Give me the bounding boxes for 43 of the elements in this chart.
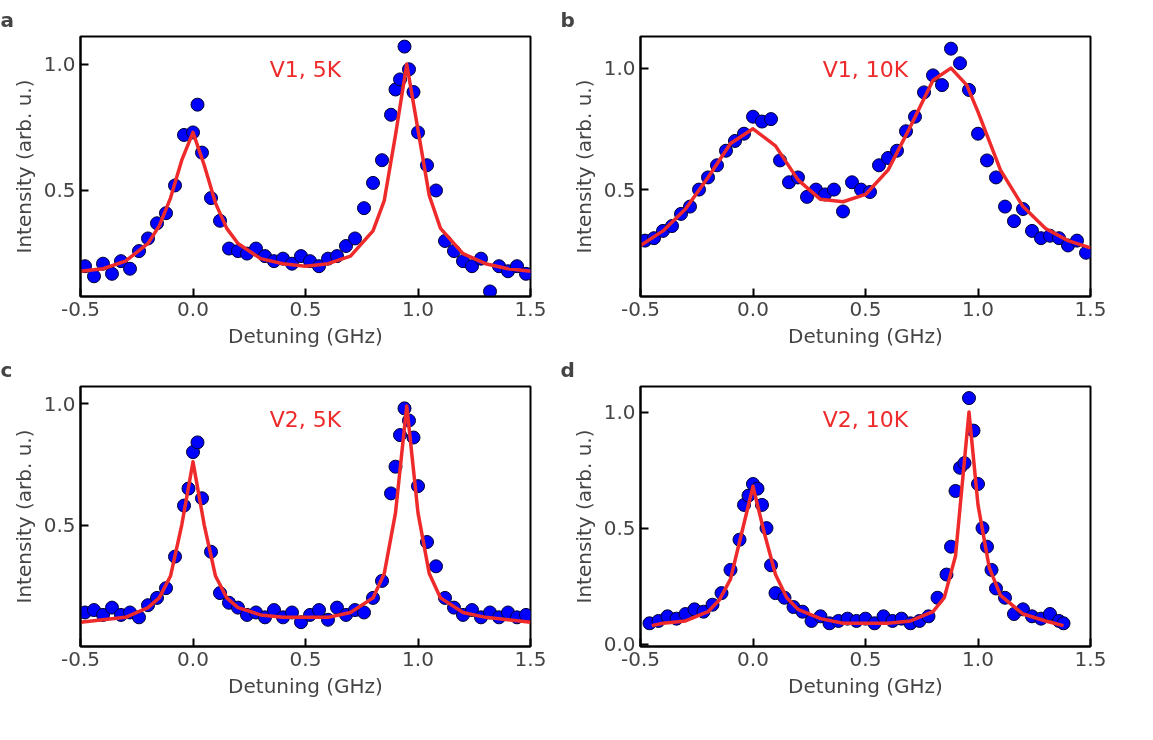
chart-title: a	[0, 7, 14, 32]
x-tick-label: 0.0	[177, 296, 209, 321]
y-axis-title: Intensity (arb. u.)	[571, 79, 596, 254]
x-tick-label: -0.5	[60, 296, 101, 321]
y-tick-label: 0.5	[43, 513, 76, 537]
x-tick-label: 1.5	[514, 296, 547, 321]
annotation: V1, 5K	[269, 56, 342, 82]
y-tick-label: 1.0	[603, 400, 636, 425]
y-tick-label: 1.0	[43, 391, 76, 416]
x-tick-label: -0.5	[620, 296, 661, 321]
x-tick-label: 1.0	[402, 646, 434, 671]
annotation: V2, 5K	[269, 406, 342, 432]
x-tick-label: 1.5	[514, 646, 547, 671]
annotation: V1, 10K	[822, 56, 909, 82]
chart-title: b	[560, 7, 575, 32]
x-tick-label: 1.5	[1074, 646, 1107, 671]
x-tick-label: 0.5	[849, 646, 882, 671]
x-tick-label: 1.5	[1074, 296, 1107, 321]
y-tick-label: 0.5	[603, 177, 636, 202]
x-axis-title: Detuning (GHz)	[788, 673, 943, 698]
x-axis-title: Detuning (GHz)	[228, 673, 383, 698]
x-tick-label: 1.0	[962, 296, 994, 321]
y-tick-label: 1.0	[603, 56, 636, 81]
x-tick-label: 1.0	[962, 646, 994, 671]
x-tick-label: 0.5	[289, 646, 322, 671]
x-axis-title: Detuning (GHz)	[228, 323, 383, 348]
x-tick-label: 0.0	[737, 296, 769, 321]
y-tick-label: 0.5	[603, 516, 636, 541]
annotation: V2, 10K	[822, 406, 909, 432]
x-axis-title: Detuning (GHz)	[788, 323, 943, 348]
x-tick-label: 1.0	[402, 296, 434, 321]
x-tick-label: -0.5	[60, 646, 101, 671]
y-tick-label: 1.0	[43, 52, 76, 77]
y-axis-title: Intensity (arb. u.)	[571, 429, 596, 604]
x-tick-label: 0.0	[177, 646, 209, 671]
chart-title: c	[0, 357, 13, 382]
x-tick-label: 0.5	[289, 296, 322, 321]
chart-title: d	[560, 357, 575, 382]
y-axis-title: Intensity (arb. u.)	[11, 429, 36, 604]
y-tick-label: 0.5	[43, 178, 76, 203]
x-tick-label: 0.0	[737, 646, 769, 671]
x-tick-label: 0.5	[849, 296, 882, 321]
y-axis-title: Intensity (arb. u.)	[11, 79, 36, 254]
